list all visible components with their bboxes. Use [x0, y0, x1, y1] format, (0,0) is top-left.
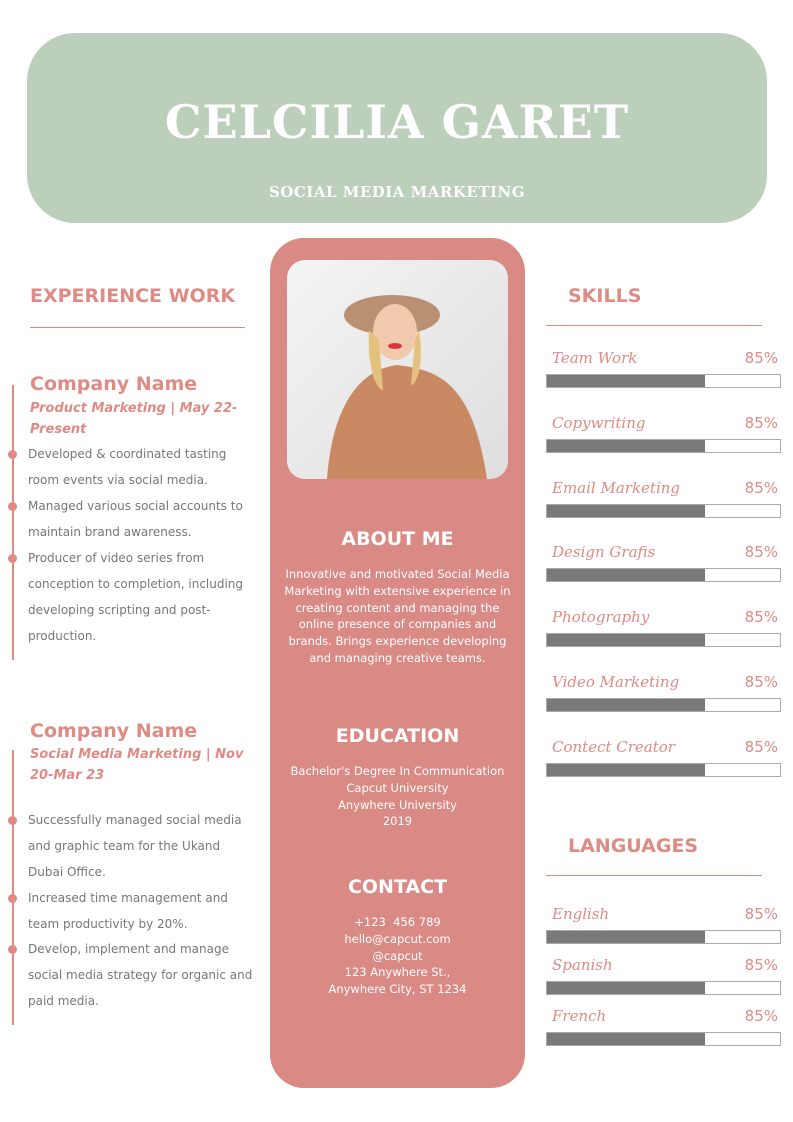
language-item: Spanish 85%	[546, 956, 781, 995]
contact-city: Anywhere City, ST 1234	[328, 982, 467, 997]
bullet-dot	[8, 945, 17, 954]
progress-bar	[546, 503, 781, 518]
contact-handle: @capcut	[372, 948, 423, 963]
skill-item: Video Marketing 85%	[546, 673, 781, 712]
item-name: English	[552, 905, 610, 923]
education-heading: EDUCATION	[335, 725, 460, 747]
item-name: Design Grafis	[552, 543, 656, 562]
item-percent: 85%	[744, 737, 778, 756]
item-percent: 85%	[744, 413, 778, 432]
job-title: SOCIAL MEDIA MARKETING	[268, 183, 526, 201]
bullet-dot	[8, 894, 17, 903]
item-name: French	[552, 1007, 607, 1025]
progress-fill	[547, 439, 706, 452]
bullet-dot	[8, 816, 17, 825]
job-role: Social Media Marketing | Nov 20-Mar 23	[30, 747, 244, 783]
item-name: Email Marketing	[552, 478, 681, 497]
item-percent: 85%	[744, 673, 778, 691]
timeline-line	[12, 385, 14, 660]
progress-bar	[546, 568, 781, 583]
progress-fill	[547, 699, 706, 711]
item-percent: 85%	[744, 349, 778, 367]
bullet-dot	[8, 554, 17, 563]
progress-bar	[546, 930, 781, 944]
contact-heading: CONTACT	[347, 876, 448, 898]
progress-fill	[547, 375, 706, 387]
contact-email: hello@capcut.com	[344, 931, 451, 946]
about-heading: ABOUT ME	[341, 528, 454, 550]
item-name: Copywriting	[552, 413, 646, 432]
item-percent: 85%	[744, 1007, 778, 1025]
experience-bullet: Developed & coordinated tasting room eve…	[28, 447, 227, 487]
progress-bar	[546, 762, 781, 777]
progress-fill	[547, 763, 706, 776]
progress-bar	[546, 1032, 781, 1046]
contact-phone: +123 456 789	[354, 915, 441, 929]
item-name: Contect Creator	[552, 737, 675, 756]
about-text: Innovative and motivated Social Media Ma…	[284, 567, 511, 665]
language-item: English 85%	[546, 905, 781, 944]
language-item: French 85%	[546, 1007, 781, 1046]
skill-item: Design Grafis 85%	[546, 543, 781, 583]
skill-item: Contect Creator 85%	[546, 737, 781, 777]
item-percent: 85%	[744, 608, 778, 627]
progress-fill	[547, 1033, 706, 1045]
progress-fill	[547, 931, 706, 943]
progress-fill	[547, 569, 706, 582]
experience-bullet: Managed various social accounts to maint…	[28, 499, 243, 539]
education-line: 2019	[382, 814, 413, 829]
experience-bullet: Increased time management and team produ…	[28, 891, 228, 931]
item-name: Spanish	[552, 956, 613, 974]
item-percent: 85%	[744, 543, 778, 562]
center-panel: ABOUT ME Innovative and motivated Social…	[270, 238, 525, 1088]
company-name: Company Name	[30, 720, 198, 742]
item-percent: 85%	[744, 905, 778, 923]
contact-address: 123 Anywhere St.,	[344, 965, 451, 980]
job-role: Product Marketing | May 22-Present	[30, 401, 238, 437]
divider	[546, 875, 762, 876]
progress-bar	[546, 633, 781, 648]
item-name: Photography	[552, 608, 650, 627]
timeline-line	[12, 750, 14, 1025]
progress-fill	[547, 504, 706, 517]
progress-fill	[547, 982, 706, 994]
profile-photo	[287, 260, 508, 479]
experience-heading: EXPERIENCE WORK	[30, 285, 236, 307]
education-line: Bachelor's Degree In Communication	[290, 764, 505, 778]
experience-bullet: Successfully managed social media and gr…	[28, 813, 242, 879]
header-banner: CELCILIA GARET SOCIAL MEDIA MARKETING	[27, 33, 767, 223]
languages-heading: LANGUAGES	[568, 835, 699, 857]
experience-bullet: Develop, implement and manage social med…	[28, 942, 253, 1008]
education-line: Anywhere University	[338, 797, 457, 812]
progress-bar	[546, 438, 781, 453]
candidate-name: CELCILIA GARET	[164, 95, 630, 149]
skill-item: Copywriting 85%	[546, 413, 781, 453]
bullet-dot	[8, 450, 17, 459]
bullet-dot	[8, 502, 17, 511]
skill-item: Team Work 85%	[546, 349, 781, 388]
item-name: Video Marketing	[552, 673, 680, 691]
education-line: Capcut University	[346, 780, 449, 795]
skills-heading: SKILLS	[568, 285, 642, 307]
progress-bar	[546, 981, 781, 995]
item-percent: 85%	[744, 956, 778, 974]
skill-item: Photography 85%	[546, 608, 781, 648]
progress-bar	[546, 374, 781, 388]
progress-bar	[546, 698, 781, 712]
skill-item: Email Marketing 85%	[546, 478, 781, 518]
progress-fill	[547, 634, 706, 647]
experience-bullet: Producer of video series from conception…	[28, 551, 244, 643]
divider	[30, 327, 245, 328]
divider	[546, 325, 762, 326]
education-details: Bachelor's Degree In Communication Capcu…	[282, 763, 513, 830]
company-name: Company Name	[30, 373, 198, 395]
item-percent: 85%	[744, 478, 778, 497]
contact-details: +123 456 789 hello@capcut.com @capcut 12…	[282, 914, 513, 998]
item-name: Team Work	[552, 349, 638, 367]
